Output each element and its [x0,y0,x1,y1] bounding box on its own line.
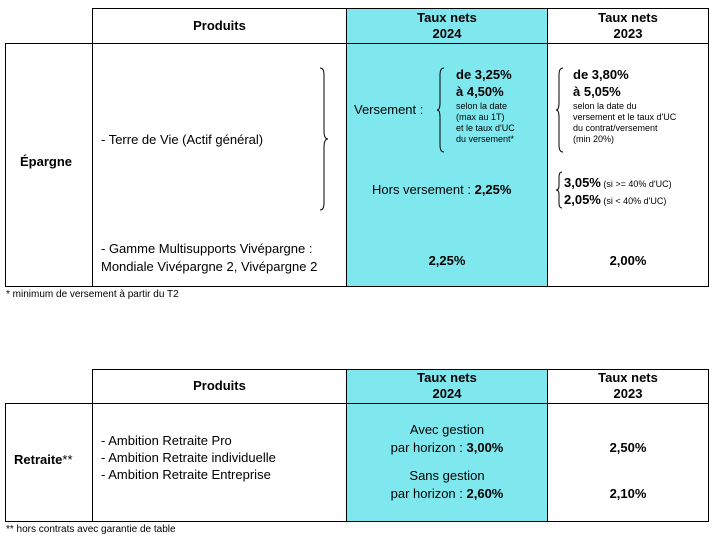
header-taux-2024: Taux nets 2024 [417,370,477,401]
footnote-hors-contrats: ** hors contrats avec garantie de table [6,524,176,535]
footnote-minimum-versement: * minimum de versement à partir du T2 [6,289,179,300]
versement-2024-note: selon la date (max au 1T) et le taux d'U… [456,101,515,144]
vivepargne-2023-rate: 2,00% [609,253,647,268]
sans-gestion-rate: Sans gestion par horizon : 2,60% [390,468,504,501]
brace-right-icon [319,67,329,211]
list-item: - Ambition Retraite Pro [101,433,232,448]
brace-left-icon [555,171,563,209]
hors-versement-2023-high: 3,05% (si >= 40% d'UC) [564,175,672,190]
versement-2024-range-high: à 4,50% [456,84,504,99]
retraite-2023-rate-avec: 2,50% [609,440,647,455]
header-taux-2024: Taux nets 2024 [417,10,477,41]
header-taux-2023: Taux nets 2023 [598,370,658,401]
product-vivepargne-line1: - Gamme Multisupports Vivépargne : [101,241,313,256]
category-retraite: Retraite** [14,452,73,467]
product-terre-de-vie: - Terre de Vie (Actif général) [101,132,264,147]
versement-2023-range-high: à 5,05% [573,84,621,99]
header-produits: Produits [193,18,246,33]
avec-gestion-rate: Avec gestion par horizon : 3,00% [390,422,504,455]
brace-left-icon [436,67,445,153]
vivepargne-2024-rate: 2,25% [428,253,466,268]
versement-2023-range-low: de 3,80% [573,67,629,82]
versement-2024-range-low: de 3,25% [456,67,512,82]
retraite-2023-rate-sans: 2,10% [609,486,647,501]
highlight-2024-column [346,369,547,522]
list-item: - Ambition Retraite Entreprise [101,467,271,482]
versement-2023-note: selon la date du versement et le taux d'… [573,101,677,144]
brace-left-icon [555,67,564,153]
category-epargne: Épargne [20,154,73,169]
retraite-product-list: - Ambition Retraite Pro - Ambition Retra… [101,432,276,483]
list-item: - Ambition Retraite individuelle [101,450,276,465]
highlight-2024-column [346,8,547,286]
header-taux-2023: Taux nets 2023 [598,10,658,41]
versement-label: Versement : [354,102,424,117]
header-produits: Produits [193,378,246,393]
hors-versement-2023-low: 2,05% (si < 40% d'UC) [564,192,667,207]
hors-versement-2024: Hors versement : 2,25% [372,182,512,197]
product-vivepargne-line2: Mondiale Vivépargne 2, Vivépargne 2 [101,259,318,274]
